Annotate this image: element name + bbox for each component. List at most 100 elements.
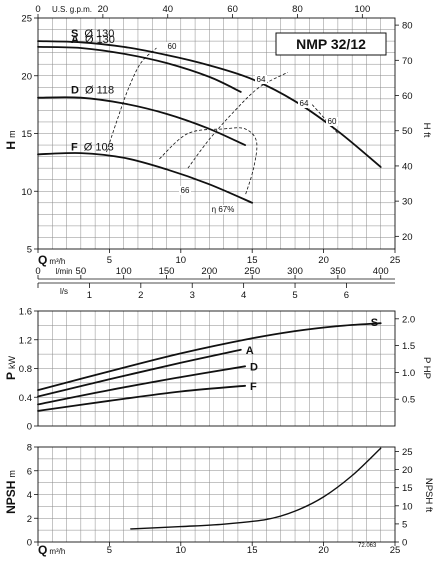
lmin-tick-label: 50	[76, 266, 87, 277]
power-curve-d	[37, 365, 246, 406]
p-hp-axis-label: P HP	[421, 357, 432, 379]
npsh-ft-tick-label: 0	[402, 538, 407, 549]
lmin-tick-label: 100	[116, 266, 132, 277]
efficiency-contour	[311, 104, 339, 134]
head-curve-s	[37, 40, 382, 168]
npsh-m-tick-label: 6	[27, 466, 32, 477]
power-curve-label-a: A	[246, 345, 254, 357]
chart-frames	[34, 14, 399, 546]
efficiency-contour	[159, 127, 258, 197]
lmin-axis-label: l/min	[56, 267, 73, 276]
efficiency-label: 60	[328, 117, 337, 126]
curve-letter: A	[71, 34, 79, 46]
lmin-tick-label: 200	[201, 266, 217, 277]
chart-grids	[38, 18, 395, 542]
power-curve-a	[37, 348, 242, 398]
q-m3h-tick-label: 10	[176, 255, 187, 266]
lmin-tick-label: 350	[330, 266, 346, 277]
h-axis-label: Hm	[4, 130, 18, 149]
npsh-m-tick-label: 4	[27, 490, 32, 501]
p-axis-label: PkW	[4, 355, 18, 380]
efficiency-label-bg	[255, 75, 267, 84]
ls-tick-label: 1	[87, 290, 92, 301]
reference-code: 72.063	[358, 543, 377, 549]
efficiency-label: 60	[168, 42, 177, 51]
npsh-ft-tick-label: 20	[402, 465, 413, 476]
h-m-tick-label: 25	[21, 14, 32, 25]
h-ft-tick-label: 40	[402, 161, 413, 172]
usgpm-tick-label: 100	[354, 4, 370, 15]
head-curve-label-f: F Ø 103	[71, 141, 114, 153]
npsh-axis-label-unit: m	[7, 470, 17, 478]
npsh-axis-label-main: NPSH	[4, 481, 18, 514]
efficiency-label: η 67%	[212, 205, 235, 214]
q-bottom-tick-label: 25	[390, 545, 401, 556]
q-bottom-tick-label: 10	[176, 545, 187, 556]
curve-letter: D	[71, 85, 79, 97]
npsh-m-tick-label: 8	[27, 443, 32, 454]
head-curve-label-a: A Ø 130	[71, 34, 115, 46]
head-curve-f	[37, 152, 254, 204]
p-kw-tick-label: 1.2	[19, 335, 32, 346]
p-kw-tick-label: 1.6	[19, 307, 32, 318]
h-m-tick-label: 10	[21, 187, 32, 198]
npsh-ft-axis-label: NPSH ft	[423, 478, 434, 513]
ls-tick-label: 3	[190, 290, 195, 301]
p-hp-tick-label: 1.0	[402, 368, 415, 379]
power-curve-label-f: F	[250, 381, 257, 393]
q-bottom-unit: m³/h	[49, 547, 65, 556]
head-curve-a	[37, 46, 242, 93]
power-curve-label-s: S	[371, 317, 378, 329]
npsh-m-tick-label: 2	[27, 514, 32, 525]
lmin-tick-label: 0	[35, 266, 40, 277]
h-ft-tick-label: 50	[402, 126, 413, 137]
curve-diameter: Ø 130	[85, 34, 115, 46]
q-unit: m³/h	[49, 257, 65, 266]
efficiency-label-bg	[179, 186, 191, 195]
efficiency-label: 66	[181, 186, 190, 195]
lmin-tick-label: 150	[159, 266, 175, 277]
p-kw-tick-label: 0.4	[19, 393, 32, 404]
h-ft-tick-label: 20	[402, 232, 413, 243]
q-m3h-tick-label: 20	[318, 255, 329, 266]
lmin-tick-label: 250	[244, 266, 260, 277]
model-box	[275, 32, 387, 56]
curve-letter: F	[71, 141, 78, 153]
p-kw-tick-label: 0.8	[19, 364, 32, 375]
p-axis-label-main: P	[4, 372, 18, 380]
npsh-ft-tick-label: 25	[402, 447, 413, 458]
power-curve-f	[37, 384, 246, 412]
npsh-curve	[130, 447, 382, 530]
p-hp-tick-label: 1.5	[402, 341, 415, 352]
curve-diameter: Ø 130	[84, 28, 114, 40]
p-hp-tick-label: 2.0	[402, 314, 415, 325]
efficiency-label-bg	[326, 117, 338, 126]
efficiency-label-bg	[211, 205, 235, 214]
q-m3h-tick-label: 5	[107, 255, 112, 266]
efficiency-contour	[106, 47, 157, 153]
p-hp-tick-label: 0.5	[402, 395, 415, 406]
efficiency-label: 64	[257, 75, 266, 84]
efficiency-label-bg	[298, 99, 310, 108]
h-ft-tick-label: 70	[402, 56, 413, 67]
head-curve-d	[37, 96, 246, 146]
usgpm-tick-label: 40	[162, 4, 173, 15]
ls-tick-label: 6	[344, 290, 349, 301]
usgpm-tick-label: 80	[292, 4, 303, 15]
npsh-ft-tick-label: 15	[402, 483, 413, 494]
chart-curves	[37, 40, 382, 530]
head-curve-label-s: S Ø 130	[71, 28, 114, 40]
q-m3h-tick-label: 25	[390, 255, 401, 266]
npsh-ft-tick-label: 5	[402, 519, 407, 530]
h-ft-tick-label: 60	[402, 91, 413, 102]
ls-tick-label: 5	[292, 290, 297, 301]
h-ft-axis-label: H ft	[421, 123, 432, 138]
head-curve-label-d: D Ø 118	[71, 85, 114, 97]
ls-tick-label: 2	[138, 290, 143, 301]
h-m-tick-label: 5	[27, 245, 32, 256]
lmin-tick-label: 300	[287, 266, 303, 277]
